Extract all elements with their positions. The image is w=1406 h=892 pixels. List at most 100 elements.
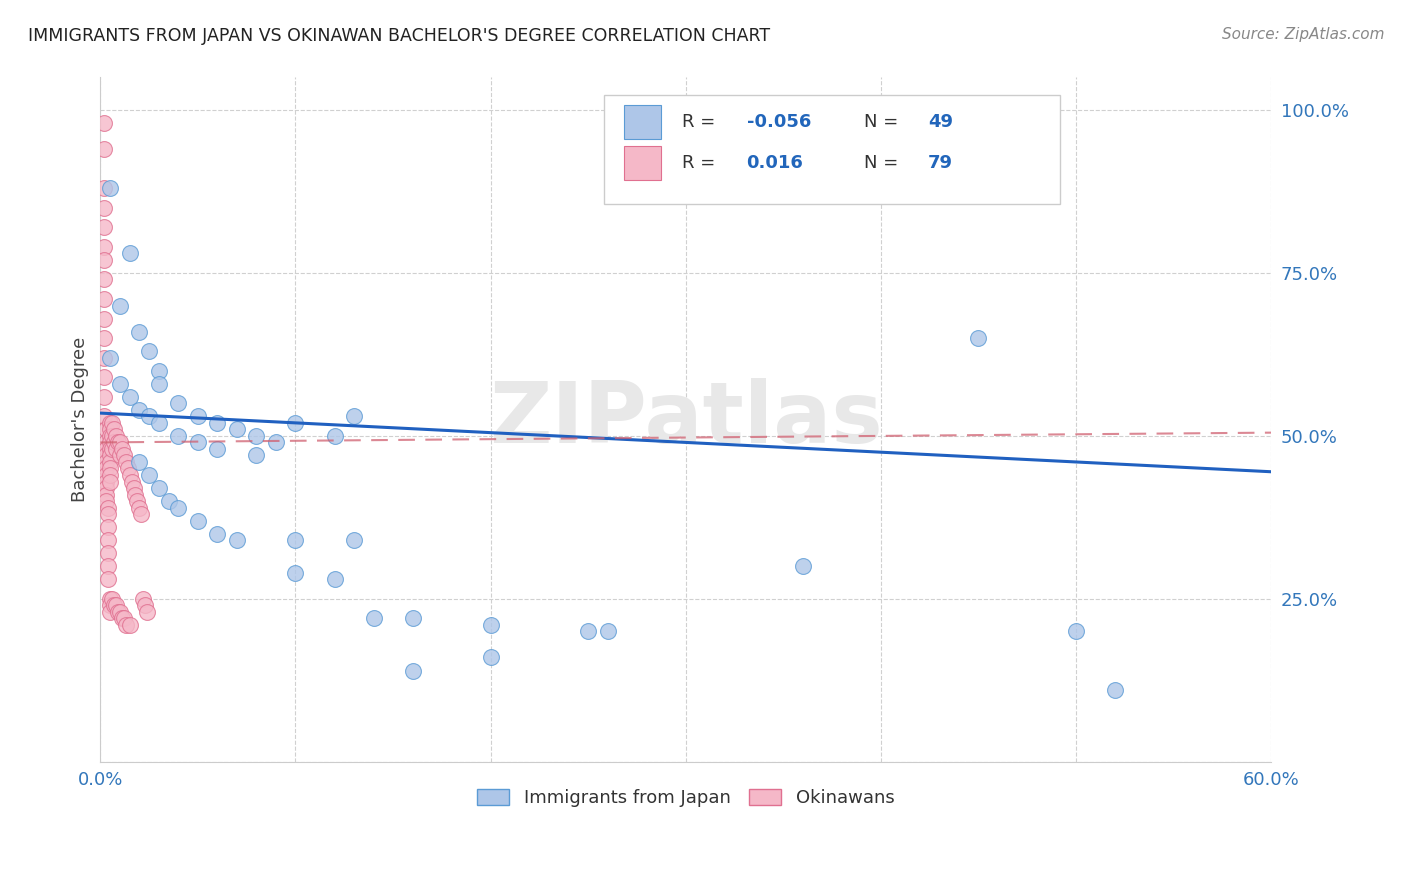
Point	[148, 416, 170, 430]
Point	[131, 507, 153, 521]
Point	[112, 611, 135, 625]
Point	[107, 435, 129, 450]
Point	[479, 618, 502, 632]
Point	[98, 416, 121, 430]
Point	[128, 402, 150, 417]
Point	[107, 605, 129, 619]
Point	[98, 475, 121, 489]
Point	[114, 618, 136, 632]
Text: Source: ZipAtlas.com: Source: ZipAtlas.com	[1222, 27, 1385, 42]
Point	[93, 351, 115, 365]
Point	[363, 611, 385, 625]
Point	[108, 299, 131, 313]
Y-axis label: Bachelor's Degree: Bachelor's Degree	[72, 337, 89, 502]
Point	[96, 461, 118, 475]
Point	[97, 520, 120, 534]
Point	[98, 605, 121, 619]
Point	[104, 429, 127, 443]
Point	[128, 500, 150, 515]
Text: -0.056: -0.056	[747, 113, 811, 131]
Point	[134, 599, 156, 613]
Point	[207, 526, 229, 541]
Point	[112, 449, 135, 463]
Point	[967, 331, 990, 345]
Point	[96, 422, 118, 436]
Point	[401, 611, 423, 625]
Point	[98, 599, 121, 613]
Point	[97, 559, 120, 574]
Point	[114, 455, 136, 469]
Point	[1104, 683, 1126, 698]
Point	[323, 572, 346, 586]
Point	[108, 376, 131, 391]
Bar	[624, 105, 661, 139]
Point	[93, 116, 115, 130]
Legend: Immigrants from Japan, Okinawans: Immigrants from Japan, Okinawans	[470, 781, 901, 814]
Text: R =: R =	[682, 154, 721, 172]
Point	[108, 605, 131, 619]
Point	[157, 494, 180, 508]
Point	[226, 533, 249, 548]
Point	[97, 572, 120, 586]
Point	[207, 442, 229, 456]
Point	[167, 396, 190, 410]
Point	[93, 331, 115, 345]
Point	[187, 514, 209, 528]
Point	[93, 292, 115, 306]
Point	[93, 272, 115, 286]
Point	[343, 409, 366, 424]
Point	[264, 435, 287, 450]
Point	[124, 487, 146, 501]
Point	[96, 449, 118, 463]
Point	[101, 416, 124, 430]
Point	[97, 533, 120, 548]
Point	[98, 455, 121, 469]
Point	[284, 533, 307, 548]
Text: IMMIGRANTS FROM JAPAN VS OKINAWAN BACHELOR'S DEGREE CORRELATION CHART: IMMIGRANTS FROM JAPAN VS OKINAWAN BACHEL…	[28, 27, 770, 45]
Point	[138, 409, 160, 424]
Point	[118, 246, 141, 260]
Point	[98, 461, 121, 475]
Point	[127, 494, 149, 508]
Point	[93, 390, 115, 404]
Point	[207, 416, 229, 430]
Point	[128, 325, 150, 339]
Point	[118, 618, 141, 632]
Point	[138, 344, 160, 359]
Text: N =: N =	[863, 113, 904, 131]
Text: N =: N =	[863, 154, 904, 172]
Point	[187, 435, 209, 450]
Point	[103, 435, 125, 450]
Point	[93, 252, 115, 267]
Point	[98, 422, 121, 436]
Point	[98, 181, 121, 195]
Text: R =: R =	[682, 113, 721, 131]
Point	[576, 624, 599, 639]
Point	[93, 142, 115, 156]
Point	[97, 507, 120, 521]
Point	[98, 351, 121, 365]
Point	[93, 201, 115, 215]
Point	[401, 664, 423, 678]
Bar	[624, 146, 661, 180]
Point	[96, 455, 118, 469]
Point	[104, 442, 127, 456]
Text: 79: 79	[928, 154, 953, 172]
Point	[187, 409, 209, 424]
Point	[117, 461, 139, 475]
Point	[479, 650, 502, 665]
Point	[96, 435, 118, 450]
Point	[1064, 624, 1087, 639]
Point	[118, 468, 141, 483]
Point	[111, 611, 134, 625]
Text: 49: 49	[928, 113, 953, 131]
Point	[98, 435, 121, 450]
Point	[101, 591, 124, 606]
Point	[93, 240, 115, 254]
Point	[167, 429, 190, 443]
Point	[121, 475, 143, 489]
Point	[93, 409, 115, 424]
Point	[97, 500, 120, 515]
Point	[96, 442, 118, 456]
Point	[284, 566, 307, 580]
